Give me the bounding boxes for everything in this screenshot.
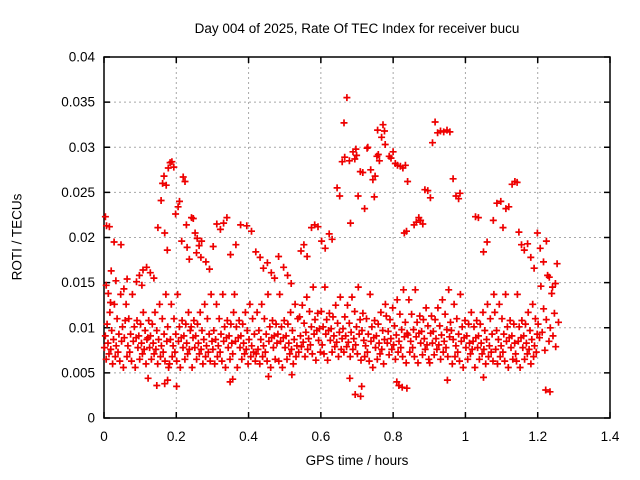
x-tick-label: 0 [100, 429, 108, 444]
x-axis-label: GPS time / hours [305, 453, 409, 468]
x-tick-label: 1.4 [601, 429, 620, 444]
y-tick-label: 0.04 [69, 50, 96, 65]
chart-title: Day 004 of 2025, Rate Of TEC Index for r… [194, 21, 520, 36]
x-tick-label: 1.2 [528, 429, 547, 444]
y-tick-label: 0 [87, 411, 95, 426]
y-tick-label: 0.015 [61, 275, 95, 290]
y-axis-label: ROTI / TECUs [9, 193, 25, 281]
x-tick-label: 0.6 [311, 429, 330, 444]
y-tick-label: 0.025 [61, 185, 95, 200]
y-tick-label: 0.01 [69, 320, 95, 335]
y-tick-label: 0.03 [69, 140, 95, 155]
x-tick-label: 0.2 [167, 429, 186, 444]
y-tick-label: 0.035 [61, 95, 95, 110]
data-points-roti [100, 94, 562, 400]
x-tick-label: 0.4 [239, 429, 258, 444]
y-tick-label: 0.02 [69, 230, 95, 245]
y-tick-label: 0.005 [61, 365, 95, 380]
x-tick-label: 1 [462, 429, 470, 444]
x-tick-label: 0.8 [384, 429, 403, 444]
